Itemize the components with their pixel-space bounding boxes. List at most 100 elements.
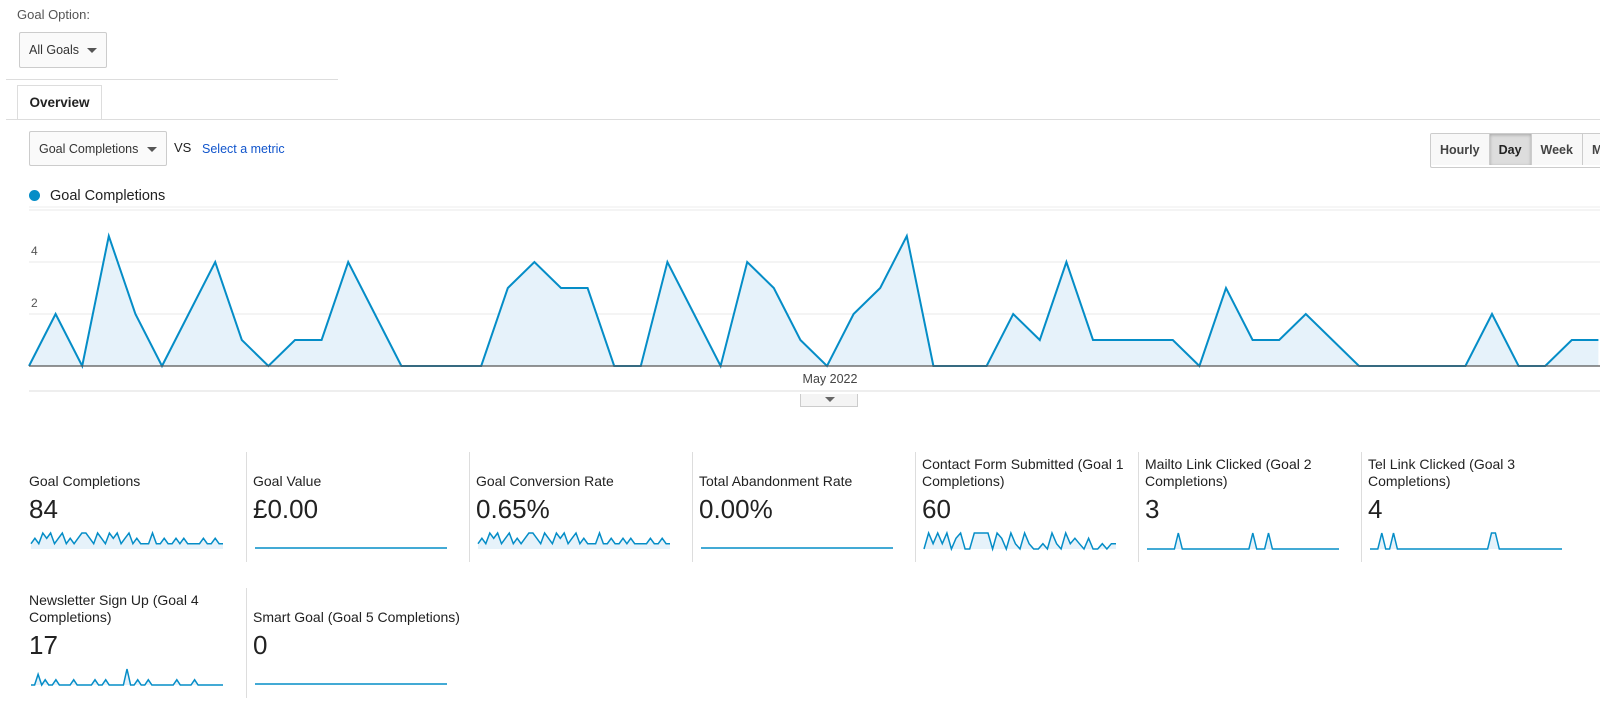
caret-down-icon [825,397,835,402]
data-point[interactable] [53,311,59,317]
granularity-hourly-button[interactable]: Hourly [1431,134,1490,165]
scorecard-value: 84 [29,494,58,524]
scorecard-sparkline [923,530,1116,552]
scorecard[interactable]: Goal Conversion Rate 0.65% [469,452,692,562]
series-area [29,236,1599,366]
data-point[interactable] [372,311,378,317]
data-point[interactable] [319,337,325,343]
data-point[interactable] [505,285,511,291]
scorecard-value: 3 [1145,494,1160,524]
data-point[interactable] [132,311,138,317]
caret-down-icon [87,48,97,53]
section-divider [6,79,338,80]
data-point[interactable] [1223,285,1229,291]
scorecard-title: Goal Conversion Rate [476,473,614,489]
metric-selected: Goal Completions [39,141,139,156]
x-axis-label: May 2022 [803,372,858,386]
scorecard-title: Smart Goal (Goal 5 Completions) [253,609,460,625]
goal-option-dropdown[interactable]: All Goals [19,32,107,68]
sparkline-line [30,530,223,546]
tab-overview[interactable]: Overview [17,85,102,119]
scorecard-title: Total Abandonment Rate [699,473,853,489]
data-point[interactable] [345,259,351,265]
data-point[interactable] [1117,337,1123,343]
sparkline-line [31,668,223,687]
sparkline-area [1370,533,1562,549]
data-point[interactable] [851,311,857,317]
data-point[interactable] [1329,337,1335,343]
data-point[interactable] [1010,311,1016,317]
data-point[interactable] [558,285,564,291]
data-point[interactable] [531,259,537,265]
data-point[interactable] [664,259,670,265]
y-tick-label: 6 [31,205,38,206]
scorecard-value: 4 [1368,494,1383,524]
data-point[interactable] [1276,337,1282,343]
series-line-goal-completions [28,232,1599,369]
scorecard[interactable]: Mailto Link Clicked (Goal 2 Completions)… [1138,452,1361,562]
sparkline-line [477,530,670,546]
scorecard-sparkline [31,668,223,687]
chart-expander-toggle[interactable] [800,394,858,407]
scorecard[interactable]: Goal Value £0.00 [246,452,469,562]
scorecard[interactable]: Total Abandonment Rate 0.00% [692,452,915,562]
y-tick-label: 4 [31,244,38,258]
scorecard-sparkline [255,547,447,549]
legend-label: Goal Completions [50,188,166,204]
scorecard-value: 60 [922,494,951,524]
data-point[interactable] [691,311,697,317]
scorecard[interactable]: Goal Completions 84 [29,452,252,562]
goal-option-selected: All Goals [29,43,80,57]
data-point[interactable] [1250,337,1256,343]
scorecard-sparkline [477,530,670,549]
data-point[interactable] [106,233,112,239]
data-point[interactable] [212,259,218,265]
data-point[interactable] [239,337,245,343]
data-point[interactable] [1143,337,1149,343]
select-metric-link[interactable]: Select a metric [202,142,285,156]
scorecard-title: Contact Form Submitted (Goal 1 Completio… [922,456,1124,489]
vs-label: VS [174,140,192,155]
granularity-week-button[interactable]: Week [1531,134,1583,165]
data-point[interactable] [904,233,910,239]
scorecard-title: Mailto Link Clicked (Goal 2 Completions) [1145,456,1312,489]
scorecard-title: Newsletter Sign Up (Goal 4 Completions) [29,592,199,625]
data-point[interactable] [744,259,750,265]
scorecard-title: Goal Completions [29,473,141,489]
sparkline-area [924,533,1116,549]
scorecard[interactable]: Contact Form Submitted (Goal 1 Completio… [915,452,1138,562]
sparkline-line [1370,532,1562,550]
scorecard-value: 17 [29,630,58,660]
scorecard-sparkline [1370,532,1562,550]
scorecard-title: Tel Link Clicked (Goal 3 Completions) [1368,456,1516,489]
granularity-month-button[interactable]: Mo [1582,134,1600,165]
scorecard-sparkline [255,683,447,685]
tab-bar-line [6,119,1600,120]
y-tick-label: 2 [31,296,38,310]
data-point[interactable] [797,337,803,343]
data-point[interactable] [1569,337,1575,343]
scorecard[interactable]: Smart Goal (Goal 5 Completions) 0 [246,588,469,698]
scorecard[interactable]: Newsletter Sign Up (Goal 4 Completions) 1… [29,588,252,698]
data-point[interactable] [1303,311,1309,317]
data-point[interactable] [585,285,591,291]
scorecard[interactable]: Tel Link Clicked (Goal 3 Completions) 4 [1361,452,1584,562]
sparkline-area [31,669,223,685]
data-point[interactable] [877,285,883,291]
data-point[interactable] [1090,337,1096,343]
scorecard-value: 0 [253,630,268,660]
data-point[interactable] [1063,259,1069,265]
data-point[interactable] [186,311,192,317]
data-point[interactable] [1037,337,1043,343]
goal-completions-chart: 2 4 6 May 2022 [28,205,1600,392]
scorecard-sparkline [701,547,893,549]
data-point[interactable] [1170,337,1176,343]
data-point[interactable] [292,337,298,343]
metric-dropdown[interactable]: Goal Completions [29,131,167,166]
goal-option-label: Goal Option: [17,7,90,22]
caret-down-icon [147,146,157,152]
granularity-day-button[interactable]: Day [1489,134,1532,165]
data-point[interactable] [771,285,777,291]
data-point[interactable] [1489,311,1495,317]
scorecard-value: 0.00% [699,494,773,524]
